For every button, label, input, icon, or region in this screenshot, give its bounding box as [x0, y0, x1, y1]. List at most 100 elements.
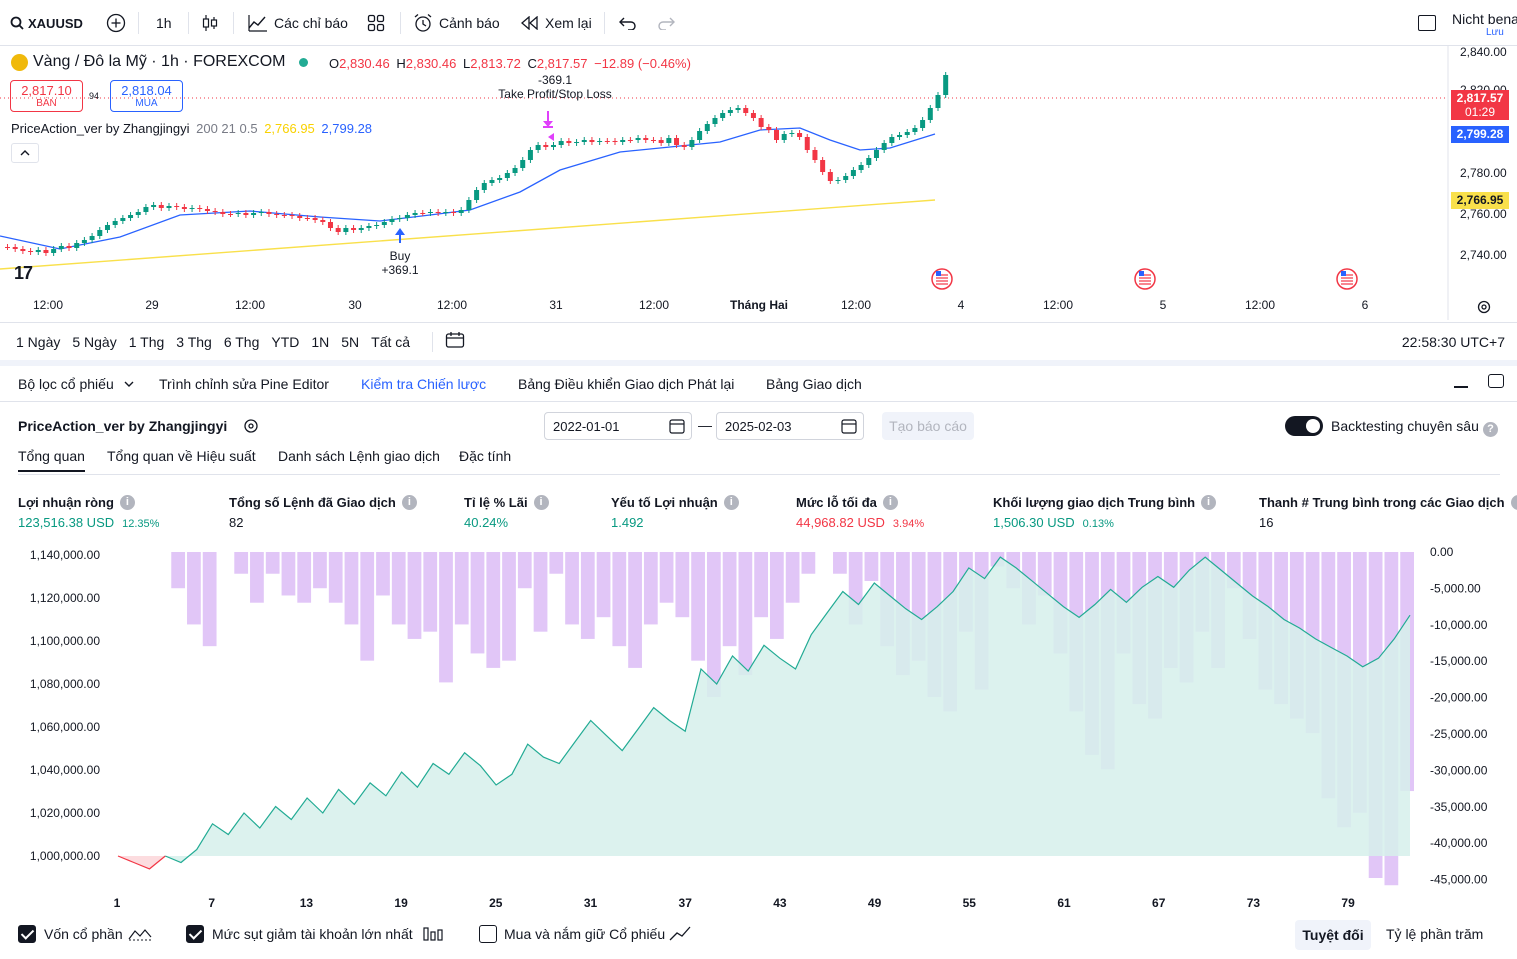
replay-button[interactable]: Xem lại [521, 0, 592, 46]
drawdown-bar [313, 552, 327, 589]
period-button[interactable]: 6 Thg [223, 333, 260, 350]
candle-body [804, 137, 810, 150]
stat-value: 1.492 [611, 515, 644, 530]
candle-body [351, 228, 357, 230]
us-flag-event-icon [1134, 268, 1156, 290]
stat-label-text: Yếu tố Lợi nhuận [611, 495, 718, 510]
equity-axis-label: 1,000,000.00 [30, 849, 100, 863]
generate-report-button[interactable]: Tạo báo cáo [882, 412, 974, 440]
drawdown-bar [549, 552, 564, 574]
trade-number-label: 43 [773, 896, 787, 910]
period-buttons: 1 Ngày 5 Ngày 1 Thg 3 Thg 6 Thg YTD 1N 5N Tất cả [0, 334, 410, 350]
info-icon[interactable]: i [723, 495, 739, 510]
tab-strategy-tester[interactable]: Kiểm tra Chiến lược [361, 376, 487, 392]
period-button[interactable]: 3 Thg [176, 333, 212, 350]
search-icon [10, 16, 24, 30]
period-button[interactable]: 1 Thg [128, 333, 165, 350]
clock-timezone[interactable]: 22:58:30 UTC+7 [1401, 333, 1505, 350]
date-range-button[interactable] [445, 331, 465, 352]
drawdown-checkbox[interactable] [186, 925, 204, 943]
subtab-overview[interactable]: Tổng quan [18, 448, 85, 472]
candle-body [812, 150, 818, 160]
chart-settings-button[interactable] [1476, 299, 1492, 318]
trade-number-label: 37 [679, 896, 693, 910]
interval-button[interactable]: 1h [156, 15, 172, 31]
stat-value: 40.24% [464, 515, 508, 530]
percent-toggle-button[interactable]: Tỷ lệ phần trăm [1386, 926, 1484, 942]
alerts-button[interactable]: Cảnh báo [413, 0, 500, 46]
candle-body [835, 180, 841, 181]
candle-body [481, 183, 487, 190]
period-button[interactable]: Tất cả [371, 333, 411, 350]
exit-arrow-icon [543, 121, 553, 127]
layout-name[interactable]: Nicht bena [1452, 11, 1517, 27]
buy-button[interactable]: 2,818.04 MUA [110, 80, 183, 112]
compare-add-button[interactable] [106, 0, 126, 46]
stat-label-text: Mức lỗ tối đa [796, 495, 877, 510]
candle-body [873, 150, 879, 158]
tab-pine-editor[interactable]: Trình chỉnh sửa Pine Editor [159, 376, 329, 392]
stat-value: 44,968.82 USD 3.94% [796, 515, 924, 530]
sell-button[interactable]: 2,817.10 BÁN [10, 80, 83, 112]
save-status[interactable]: Lưu [1486, 27, 1504, 38]
price-chart[interactable]: 12:00 29 12:00 30 12:00 31 12:00 Tháng Hai 12:00… [0, 46, 1517, 320]
collapse-legend-button[interactable] [11, 143, 39, 163]
candle-body [66, 246, 72, 248]
tab-trading-panel[interactable]: Bảng Giao dịch [766, 376, 862, 392]
price-chart-canvas[interactable]: 12:00 29 12:00 30 12:00 31 12:00 Tháng Hai 12:00… [0, 46, 1517, 320]
buy-hold-checkbox[interactable] [479, 925, 497, 943]
candle-body [897, 135, 903, 137]
date-from-input[interactable]: 2022-01-01 [544, 412, 692, 440]
templates-button[interactable] [367, 0, 385, 46]
candle-body [827, 172, 833, 181]
candle-body [543, 145, 549, 147]
us-flag-event-icon [1336, 268, 1358, 290]
absolute-toggle-button[interactable]: Tuyệt đối [1295, 920, 1371, 950]
minimize-icon[interactable] [1454, 386, 1468, 388]
candle-body [743, 108, 749, 113]
indicator-legend[interactable]: PriceAction_ver by Zhangjingyi 200 21 0.… [11, 121, 373, 136]
time-axis-label: 12:00 [33, 298, 63, 312]
subtab-properties[interactable]: Đặc tính [459, 448, 512, 464]
subtab-trade-list[interactable]: Danh sách Lệnh giao dịch [278, 448, 440, 464]
symbol-search-button[interactable]: XAUUSD [10, 0, 83, 46]
period-button[interactable]: YTD [271, 333, 300, 350]
chart-type-button[interactable] [201, 0, 219, 46]
period-button[interactable]: 5 Ngày [72, 333, 117, 350]
redo-button[interactable] [657, 0, 675, 46]
equity-checkbox[interactable] [18, 925, 36, 943]
info-icon[interactable]: i [533, 495, 549, 510]
undo-button[interactable] [619, 0, 637, 46]
drawdown-bar [187, 552, 201, 625]
drawdown-bar [391, 552, 406, 625]
tab-stock-screener[interactable]: Bộ lọc cổ phiếu [18, 366, 134, 402]
period-button[interactable]: 5N [341, 333, 360, 350]
period-button[interactable]: 1N [311, 333, 330, 350]
info-icon[interactable]: i [119, 495, 135, 510]
deep-backtest-toggle[interactable] [1285, 416, 1323, 436]
period-button[interactable]: 1 Ngày [16, 333, 61, 350]
maximize-icon[interactable] [1488, 374, 1504, 388]
strategy-settings-button[interactable] [243, 418, 259, 437]
trade-number-label: 67 [1152, 896, 1166, 910]
date-to-input[interactable]: 2025-02-03 [716, 412, 864, 440]
drawdown-bar [517, 552, 532, 589]
candle-body [297, 216, 303, 218]
info-icon[interactable]: i [1510, 495, 1517, 510]
candle-body [643, 138, 649, 140]
help-icon[interactable]: ? [1483, 419, 1498, 437]
info-icon[interactable]: i [882, 495, 898, 510]
candle-body [435, 212, 441, 213]
candle-body [166, 206, 172, 208]
equity-chart[interactable]: 1,140,000.00 1,120,000.00 1,100,000.00 1,08… [0, 540, 1517, 915]
tab-replay-panel[interactable]: Bảng Điều khiển Giao dịch Phát lại [518, 376, 735, 392]
drawdown-axis-label: -45,000.00 [1430, 873, 1488, 887]
info-icon[interactable]: i [1201, 495, 1217, 510]
info-icon[interactable]: i [401, 495, 417, 510]
subtab-performance[interactable]: Tổng quan về Hiệu suất [107, 448, 256, 464]
candle-body [451, 212, 457, 213]
indicators-button[interactable]: Các chỉ báo [248, 0, 348, 46]
candle-body [489, 180, 495, 183]
equity-axis-label: 1,100,000.00 [30, 634, 100, 648]
fullscreen-toggle[interactable] [1418, 0, 1436, 46]
